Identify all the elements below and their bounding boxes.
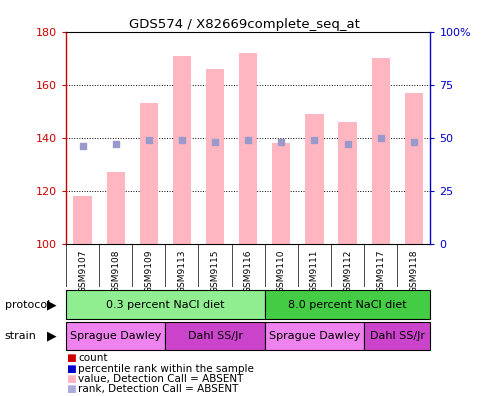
Point — [343, 141, 351, 147]
Text: ■: ■ — [66, 374, 76, 384]
Text: value, Detection Call = ABSENT: value, Detection Call = ABSENT — [78, 374, 243, 384]
Bar — [305, 114, 323, 244]
Bar — [165, 322, 264, 350]
Text: GDS574 / X82669complete_seq_at: GDS574 / X82669complete_seq_at — [129, 18, 359, 31]
Text: ■: ■ — [66, 353, 76, 364]
Text: Dahl SS/Jr: Dahl SS/Jr — [187, 331, 242, 341]
Text: 8.0 percent NaCl diet: 8.0 percent NaCl diet — [287, 299, 406, 310]
Point — [79, 143, 86, 149]
Bar — [66, 322, 165, 350]
Bar — [264, 290, 429, 319]
Bar — [106, 172, 124, 244]
Point — [244, 137, 252, 143]
Text: Sprague Dawley: Sprague Dawley — [268, 331, 359, 341]
Point — [178, 137, 185, 143]
Point — [144, 137, 152, 143]
Text: percentile rank within the sample: percentile rank within the sample — [78, 364, 254, 374]
Text: ■: ■ — [66, 364, 76, 374]
Bar — [140, 103, 158, 244]
Point — [376, 134, 384, 141]
Bar — [73, 196, 91, 244]
Bar — [272, 143, 290, 244]
Point — [409, 139, 417, 145]
Text: count: count — [78, 353, 107, 364]
Bar — [264, 322, 364, 350]
Text: Sprague Dawley: Sprague Dawley — [70, 331, 161, 341]
Point — [310, 137, 318, 143]
Text: protocol: protocol — [5, 299, 50, 310]
Bar — [404, 93, 422, 244]
Bar — [205, 69, 224, 244]
Bar — [364, 322, 429, 350]
Bar — [371, 58, 389, 244]
Bar — [338, 122, 356, 244]
Text: Dahl SS/Jr: Dahl SS/Jr — [369, 331, 424, 341]
Point — [112, 141, 120, 147]
Bar — [66, 290, 264, 319]
Text: ▶: ▶ — [46, 298, 56, 311]
Text: strain: strain — [5, 331, 37, 341]
Text: ▶: ▶ — [46, 330, 56, 343]
Text: ■: ■ — [66, 384, 76, 394]
Text: rank, Detection Call = ABSENT: rank, Detection Call = ABSENT — [78, 384, 238, 394]
Bar — [172, 55, 191, 244]
Bar — [239, 53, 257, 244]
Point — [277, 139, 285, 145]
Text: 0.3 percent NaCl diet: 0.3 percent NaCl diet — [106, 299, 224, 310]
Point — [211, 139, 219, 145]
